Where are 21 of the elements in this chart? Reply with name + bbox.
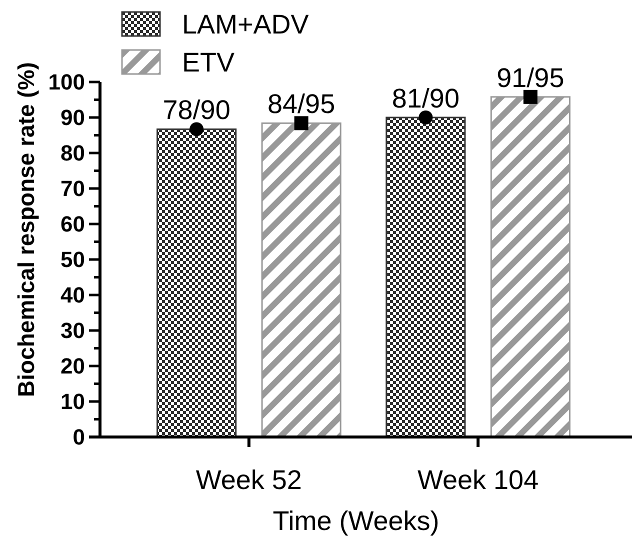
x-axis-title: Time (Weeks) [272, 506, 440, 536]
data-label: 84/95 [268, 89, 336, 120]
y-tick-label: 60 [60, 212, 85, 237]
y-tick-label: 20 [60, 354, 85, 379]
data-label: 91/95 [496, 62, 564, 93]
y-tick-label: 70 [60, 176, 85, 202]
x-tick-label: Week 104 [418, 465, 539, 495]
x-tick-label: Week 52 [196, 465, 302, 495]
data-label: 81/90 [392, 84, 460, 114]
legend-label: LAM+ADV [182, 9, 309, 40]
y-tick-label: 100 [48, 70, 85, 95]
y-tick-label: 80 [60, 140, 85, 166]
y-tick-label: 90 [60, 105, 85, 130]
data-label: 78/90 [162, 95, 230, 126]
y-axis-title: Biochemical response rate (%) [13, 62, 39, 397]
legend-label: ETV [182, 47, 235, 78]
y-tick-label: 10 [60, 389, 85, 414]
y-tick-label: 50 [60, 247, 85, 272]
y-tick-label: 40 [60, 282, 85, 308]
y-tick-label: 0 [72, 424, 85, 450]
y-tick-label: 30 [60, 318, 85, 344]
